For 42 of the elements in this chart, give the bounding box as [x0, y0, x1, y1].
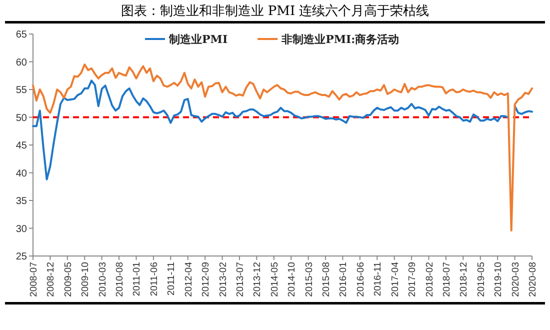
- y-tick-label: 60: [16, 57, 28, 68]
- x-tick-label: 2013-12: [252, 262, 264, 297]
- x-tick-label: 2008-07: [28, 262, 40, 297]
- x-tick-label: 2014-05: [269, 262, 280, 297]
- x-tick-label: 2019-05: [476, 262, 487, 297]
- x-tick-label: 2009-10: [80, 262, 92, 297]
- x-tick-label: 2018-02: [424, 262, 436, 297]
- y-tick-label: 30: [16, 224, 28, 235]
- x-tick-label: 2018-12: [458, 262, 470, 297]
- x-tick-label: 2011-01: [132, 262, 143, 296]
- x-tick-label: 2010-03: [97, 262, 108, 297]
- x-tick-label: 2015-08: [321, 262, 332, 297]
- x-tick-label: 2017-09: [407, 262, 418, 297]
- x-tick-label: 2019-10: [493, 262, 504, 297]
- x-tick-label: 2013-02: [218, 262, 229, 297]
- title: 图表：制造业和非制造业 PMI 连续六个月高于荣枯线: [120, 4, 430, 19]
- x-tick-label: 2018-07: [441, 262, 452, 297]
- x-tick-label: 2011-06: [148, 262, 160, 296]
- x-tick-label: 2014-10: [286, 262, 298, 297]
- x-tick-label: 2008-12: [46, 262, 57, 297]
- x-tick-label: 2009-05: [62, 262, 74, 297]
- x-tick-label: 2016-01: [338, 262, 350, 297]
- y-tick-label: 35: [16, 196, 28, 207]
- y-tick-label: 40: [16, 168, 28, 180]
- y-tick-label: 50: [16, 112, 28, 124]
- x-tick-label: 2013-07: [234, 262, 246, 297]
- x-tick-label: 2012-04: [183, 262, 194, 297]
- x-tick-label: 2020-03: [510, 262, 522, 297]
- x-tick-label: 2016-06: [355, 262, 366, 297]
- y-tick-label: 25: [16, 252, 28, 262]
- x-tick-label: 2017-04: [390, 262, 401, 297]
- legend-label: 制造业PMI: [168, 33, 228, 46]
- x-tick-label: 2011-11: [166, 262, 178, 296]
- y-tick-label: 55: [16, 85, 28, 96]
- y-tick-label: 65: [16, 30, 28, 40]
- x-tick-label: 2020-08: [528, 262, 538, 297]
- x-tick-label: 2012-09: [200, 262, 212, 297]
- legend-label: 非制造业PMI:商务活动: [280, 33, 400, 46]
- x-tick-label: 2016-11: [372, 262, 384, 296]
- x-tick-label: 2015-03: [304, 262, 315, 297]
- x-tick-label: 2010-08: [114, 262, 126, 297]
- y-tick-label: 45: [16, 140, 28, 152]
